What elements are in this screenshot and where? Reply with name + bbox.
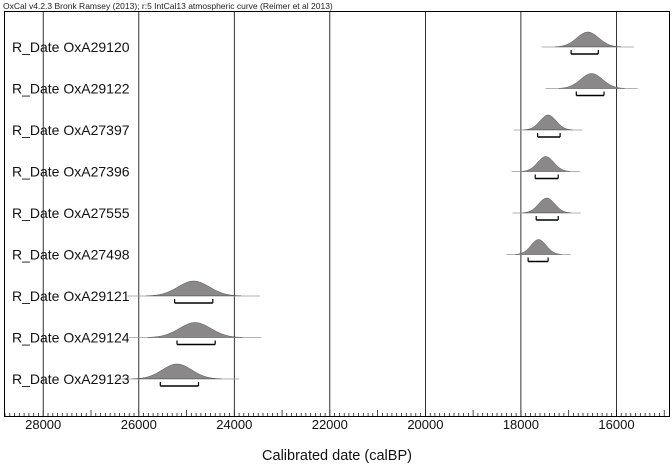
x-tick-label: 22000 — [312, 417, 348, 432]
sample-label: R_Date OxA27397 — [12, 122, 130, 138]
posterior-distribution — [147, 322, 243, 338]
x-tick-label: 24000 — [216, 417, 252, 432]
posterior-distribution — [558, 73, 625, 89]
posterior-distribution — [523, 114, 573, 131]
posterior-distribution — [515, 239, 562, 255]
sample-label: R_Date OxA29121 — [12, 288, 130, 304]
chart-header: OxCal v4.2.3 Bronk Ramsey (2013); r:5 In… — [3, 1, 333, 11]
posterior-distribution — [146, 280, 241, 297]
sample-label: R_Date OxA29124 — [12, 330, 130, 346]
x-tick-label: 20000 — [407, 417, 443, 432]
x-tick-label: 16000 — [598, 417, 634, 432]
x-axis: 28000 26000 24000 22000 20000 18000 16000 — [4, 410, 665, 432]
posterior-distribution — [521, 156, 571, 172]
sample-labels: R_Date OxA29120 R_Date OxA29122 R_Date OxA… — [12, 39, 130, 387]
posterior-distribution — [132, 363, 222, 380]
x-tick-label: 26000 — [121, 417, 157, 432]
posterior-distribution — [554, 31, 621, 48]
distributions — [114, 31, 638, 387]
posterior-distribution — [522, 197, 572, 214]
x-tick-label: 28000 — [25, 417, 61, 432]
sample-label: R_Date OxA27498 — [12, 247, 130, 263]
sample-label: R_Date OxA29123 — [12, 371, 130, 387]
sample-label: R_Date OxA27555 — [12, 205, 130, 221]
sample-label: R_Date OxA27396 — [12, 164, 130, 180]
sample-label: R_Date OxA29122 — [12, 81, 130, 97]
vertical-gridlines — [42, 12, 617, 416]
sample-label: R_Date OxA29120 — [12, 39, 130, 55]
x-tick-label: 18000 — [503, 417, 539, 432]
plot-frame — [4, 11, 670, 417]
x-axis-label: Calibrated date (calBP) — [262, 448, 412, 464]
